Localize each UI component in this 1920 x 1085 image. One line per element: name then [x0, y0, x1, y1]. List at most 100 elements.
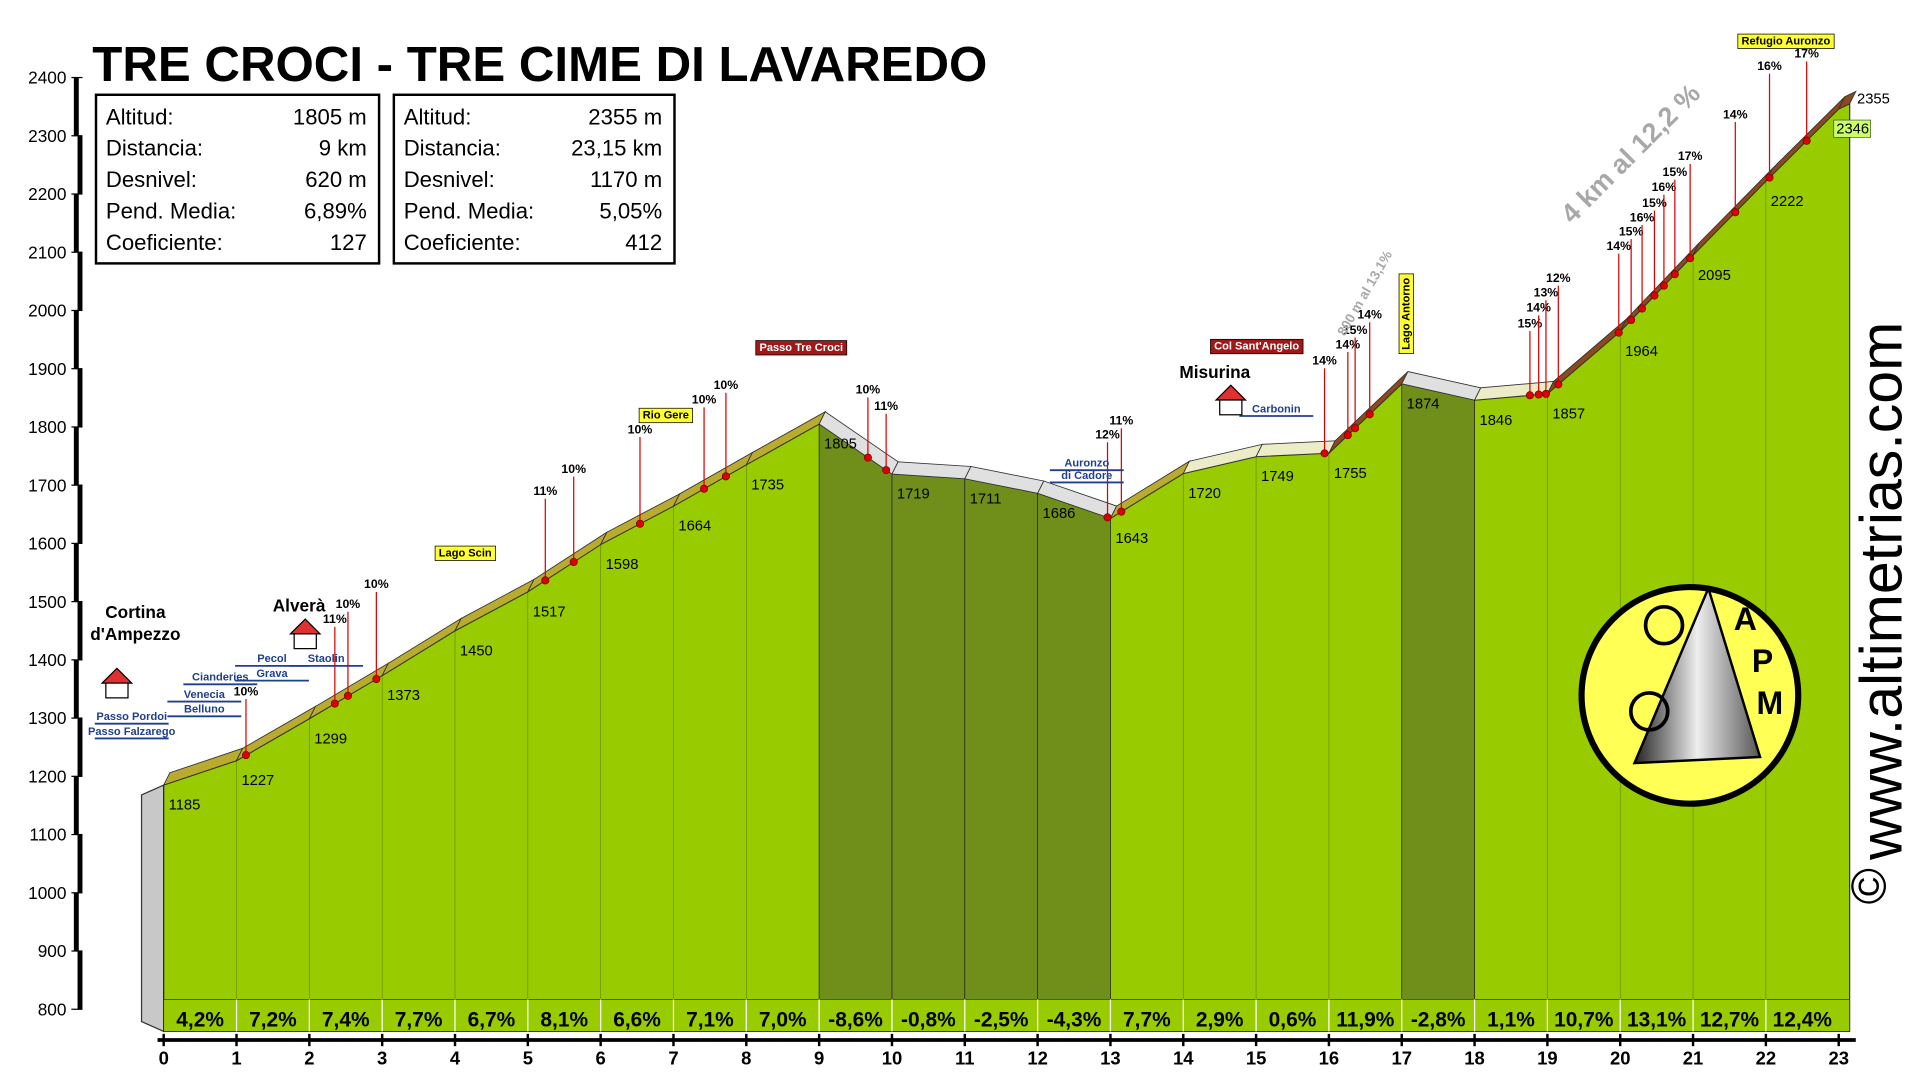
climb-label: 11%	[874, 399, 898, 413]
climb-label: 14%	[1357, 308, 1382, 322]
info-value: 2355 m	[588, 104, 662, 129]
annotation: Lago Scin	[439, 547, 492, 559]
place-label: Misurina	[1179, 362, 1250, 382]
climb-dot	[1351, 424, 1360, 433]
climb-label: 15%	[1663, 165, 1688, 179]
info-value: 23,15 km	[571, 136, 662, 161]
climb-dot	[372, 675, 381, 684]
annotation: di Cadore	[1061, 470, 1112, 482]
x-tick-label: 21	[1683, 1048, 1704, 1069]
grade-label: -4,3%	[1047, 1008, 1102, 1031]
annotation: Belluno	[184, 704, 225, 716]
annotation: Venecia	[184, 689, 226, 701]
grade-label: 6,6%	[613, 1008, 661, 1031]
climb-label: 10%	[364, 577, 389, 591]
x-tick-label: 7	[668, 1048, 678, 1069]
x-tick-label: 9	[814, 1048, 824, 1069]
climb-dot	[1659, 281, 1668, 290]
annotation: www.altimetrias.com	[1849, 322, 1915, 861]
axis-bar	[77, 252, 83, 311]
info-label: Pend. Media:	[404, 198, 534, 223]
elevation-label: 1227	[241, 773, 274, 789]
grade-label: -0,8%	[901, 1008, 956, 1031]
annotation: P	[1752, 643, 1773, 679]
axis-bar	[73, 543, 79, 602]
annotation: Pecol	[257, 653, 287, 665]
x-tick-label: 16	[1319, 1048, 1340, 1069]
grade-label: 7,2%	[249, 1008, 297, 1031]
climb-label: 14%	[1526, 301, 1551, 315]
x-tick-label: 14	[1173, 1048, 1194, 1069]
annotation: Rio Gere	[643, 409, 689, 421]
info-label: Distancia:	[404, 136, 501, 161]
annotation: M	[1757, 685, 1784, 721]
climb-dot	[882, 466, 891, 475]
x-tick-label: 22	[1756, 1048, 1777, 1069]
climb-label: 12%	[1546, 271, 1571, 285]
climb-label: 10%	[234, 684, 259, 698]
climb-dot	[1638, 304, 1647, 313]
elevation-label: 1720	[1188, 486, 1221, 502]
annotation: Carbonin	[1252, 403, 1301, 415]
grade-label: 4,2%	[176, 1008, 224, 1031]
y-tick-label: 1000	[28, 883, 66, 903]
climb-label: 10%	[714, 378, 739, 392]
climb-label: 14%	[1336, 337, 1361, 351]
grade-label: 1,1%	[1487, 1008, 1535, 1031]
climb-dot	[1802, 136, 1811, 145]
x-tick-label: 10	[882, 1048, 903, 1069]
info-label: Desnivel:	[106, 167, 197, 192]
grade-label: 7,1%	[686, 1008, 734, 1031]
profile-side	[140, 784, 165, 1033]
info-value: 5,05%	[599, 198, 662, 223]
climb-dot	[1670, 270, 1679, 279]
climb-dot	[1365, 410, 1374, 419]
elevation-label: 1664	[678, 519, 711, 535]
grade-label: 7,7%	[1123, 1008, 1171, 1031]
x-tick-label: 3	[377, 1048, 387, 1069]
y-tick-label: 1600	[28, 534, 66, 554]
annotation: Passo Tre Croci	[759, 342, 843, 354]
y-tick-label: 1800	[28, 417, 66, 437]
y-tick-label: 2300	[28, 126, 66, 146]
label-box	[1833, 119, 1872, 138]
info-value: 412	[625, 230, 662, 255]
axis-bar	[73, 776, 79, 835]
label-box	[1398, 273, 1414, 354]
annotation: Passo Pordoi	[96, 711, 167, 723]
info-value: 9 km	[319, 136, 367, 161]
elevation-label: 1846	[1479, 413, 1512, 429]
axis-bar	[73, 892, 79, 952]
climb-dot	[700, 484, 709, 493]
climb-dot	[635, 519, 644, 528]
grade-label: 7,4%	[322, 1008, 370, 1031]
grade-label: -2,5%	[974, 1008, 1029, 1031]
climb-dot	[1554, 380, 1563, 389]
climb-dot	[1627, 315, 1636, 324]
grade-label: 11,9%	[1336, 1008, 1395, 1031]
climb-dot	[1765, 173, 1774, 182]
elevation-label: 1373	[387, 688, 420, 704]
elevation-label: 1857	[1552, 406, 1585, 422]
climb-dot	[1320, 449, 1329, 458]
annotation: A	[1734, 601, 1757, 637]
y-tick-label: 1300	[28, 708, 66, 728]
elevation-label: 1749	[1261, 469, 1294, 485]
grade-label: -8,6%	[828, 1008, 883, 1031]
label-box	[755, 340, 848, 356]
annotation: Col Sant'Angelo	[1214, 341, 1299, 353]
info-box	[392, 93, 676, 265]
climb-label: 15%	[1642, 196, 1667, 210]
elevation-label: 1185	[169, 798, 201, 814]
climb-dot	[1343, 431, 1352, 440]
climb-label: 12%	[1095, 428, 1120, 442]
info-value: 6,89%	[304, 198, 367, 223]
axis-bar	[77, 834, 83, 893]
climb-label: 15%	[1518, 316, 1543, 330]
elevation-label: 1686	[1043, 506, 1076, 522]
grade-label: 12,4%	[1773, 1008, 1833, 1031]
climb-dot	[1731, 208, 1740, 217]
label-box	[434, 545, 496, 561]
y-tick-label: 1400	[28, 650, 66, 670]
